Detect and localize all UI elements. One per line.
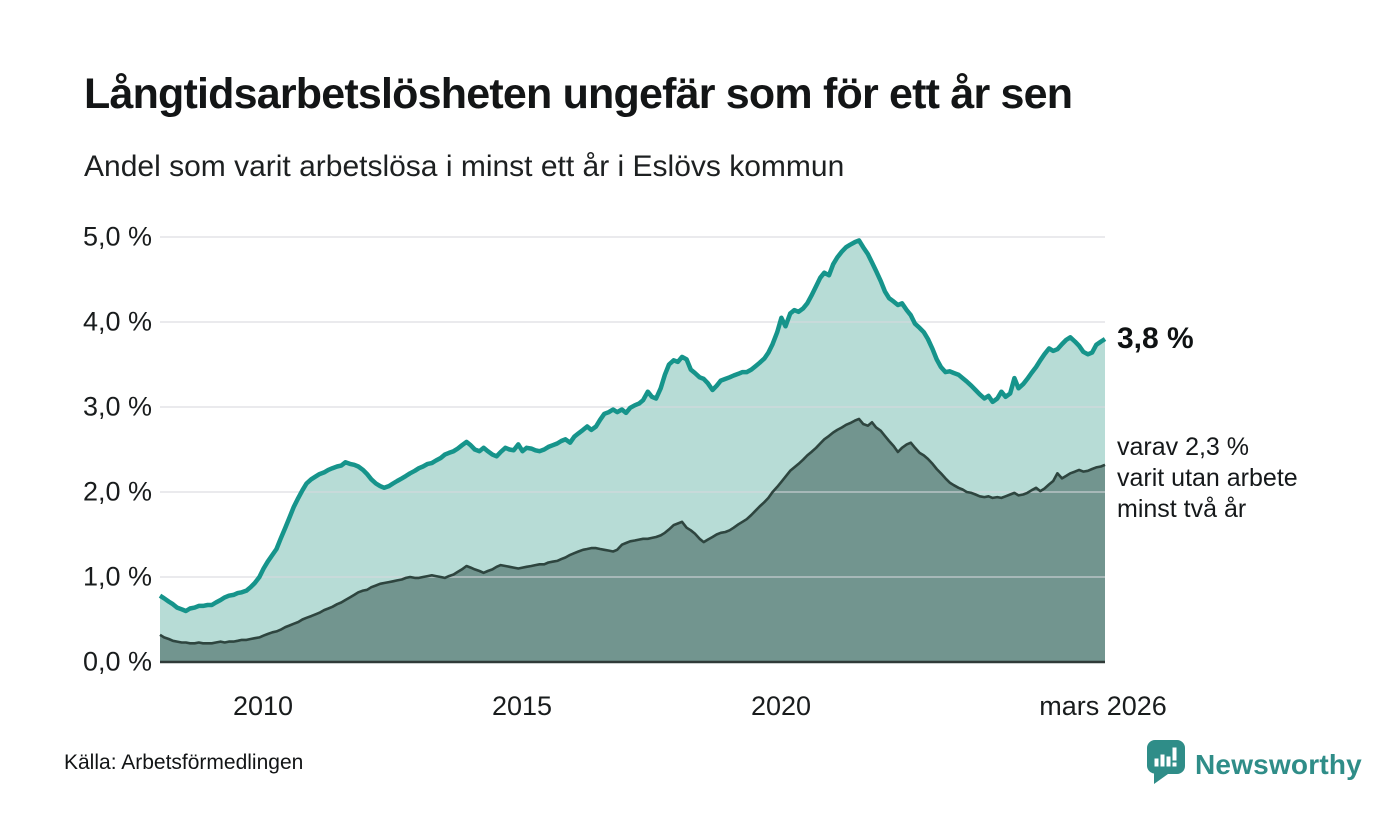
page-subtitle: Andel som varit arbetslösa i minst ett å… bbox=[84, 150, 845, 183]
y-tick-label: 0,0 % bbox=[82, 646, 152, 677]
y-tick-label: 1,0 % bbox=[82, 561, 152, 592]
x-tick-label: 2010 bbox=[232, 691, 294, 721]
latest-total-value-label: 3,8 % bbox=[1117, 322, 1194, 355]
two-year-note-label: varav 2,3 % varit utan arbete minst två … bbox=[1117, 432, 1298, 525]
series-line-0 bbox=[158, 238, 1107, 614]
series-line-1 bbox=[159, 417, 1106, 645]
series-fill-1 bbox=[160, 418, 1105, 662]
x-tick-label: mars 2026 bbox=[1039, 691, 1167, 721]
x-tick-label: 2015 bbox=[491, 691, 553, 721]
source-credit: Källa: Arbetsförmedlingen bbox=[64, 751, 304, 774]
y-tick-label: 3,0 % bbox=[82, 391, 152, 422]
newsworthy-bar-chart-bubble-icon bbox=[1147, 740, 1185, 790]
y-tick-label: 2,0 % bbox=[82, 476, 152, 507]
page-title: Långtidsarbetslösheten ungefär som för e… bbox=[84, 70, 1073, 118]
two-year-note-line: minst två år bbox=[1117, 495, 1247, 523]
y-tick-label: 5,0 % bbox=[82, 221, 152, 252]
newsworthy-logo-text: Newsworthy bbox=[1195, 749, 1362, 780]
two-year-note-line: varav 2,3 % bbox=[1117, 433, 1250, 461]
newsworthy-logo: Newsworthy bbox=[1147, 740, 1362, 790]
two-year-note-line: varit utan arbete bbox=[1117, 464, 1298, 492]
y-tick-label: 4,0 % bbox=[82, 306, 152, 337]
x-tick-label: 2020 bbox=[750, 691, 812, 721]
